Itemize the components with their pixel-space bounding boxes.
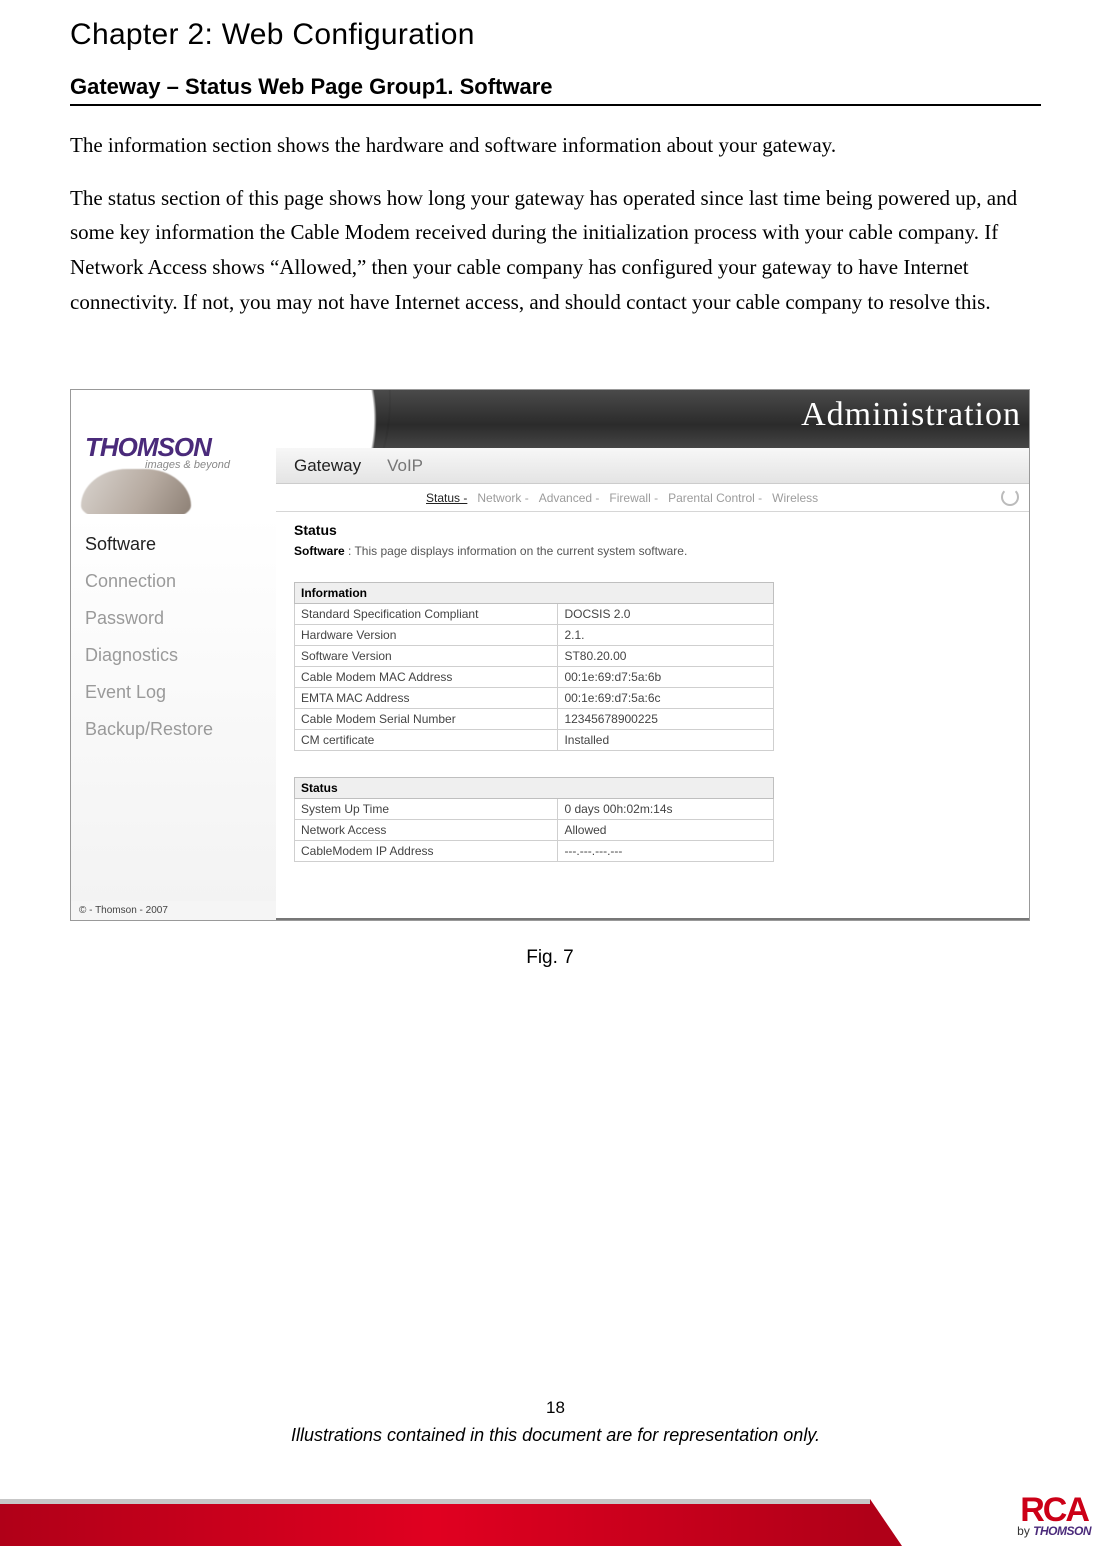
- sidenav-item-connection[interactable]: Connection: [85, 563, 276, 600]
- table-row: Cable Modem Serial Number12345678900225: [295, 709, 774, 730]
- disclaimer: Illustrations contained in this document…: [0, 1425, 1111, 1446]
- software-desc-text: : This page displays information on the …: [345, 544, 688, 558]
- subtab-network[interactable]: Network -: [477, 491, 528, 505]
- table-cell-key: Cable Modem Serial Number: [295, 709, 558, 730]
- table-cell-value: 2.1.: [558, 625, 774, 646]
- page-number: 18: [0, 1398, 1111, 1418]
- table-cell-key: Standard Specification Compliant: [295, 604, 558, 625]
- admin-panel-figure: Administration THOMSON images & beyond S…: [70, 389, 1030, 969]
- sidenav-item-event-log[interactable]: Event Log: [85, 674, 276, 711]
- subtab-wireless[interactable]: Wireless: [772, 491, 818, 505]
- sidenav-item-password[interactable]: Password: [85, 600, 276, 637]
- table-row: Network AccessAllowed: [295, 820, 774, 841]
- copyright: © - Thomson - 2007: [71, 901, 276, 920]
- thomson-word: THOMSON: [1033, 1524, 1091, 1538]
- rca-logo-text: RCA: [1017, 1497, 1091, 1524]
- table-row: Software VersionST80.20.00: [295, 646, 774, 667]
- table-cell-key: Hardware Version: [295, 625, 558, 646]
- table-cell-value: 0 days 00h:02m:14s: [558, 799, 774, 820]
- subtab-firewall[interactable]: Firewall -: [609, 491, 658, 505]
- table-cell-value: DOCSIS 2.0: [558, 604, 774, 625]
- figure-caption: Fig. 7: [70, 947, 1030, 969]
- table-cell-value: 12345678900225: [558, 709, 774, 730]
- side-nav: SoftwareConnectionPasswordDiagnosticsEve…: [71, 514, 276, 901]
- paragraph-1: The information section shows the hardwa…: [70, 128, 1041, 163]
- table-row: Standard Specification CompliantDOCSIS 2…: [295, 604, 774, 625]
- table-row: System Up Time0 days 00h:02m:14s: [295, 799, 774, 820]
- table-cell-value: 00:1e:69:d7:5a:6b: [558, 667, 774, 688]
- information-table: Information Standard Specification Compl…: [294, 582, 774, 751]
- sidenav-item-backup-restore[interactable]: Backup/Restore: [85, 711, 276, 748]
- reload-icon[interactable]: [1001, 488, 1019, 506]
- by-thomson: by THOMSON: [1017, 1524, 1091, 1538]
- subtab-row: Status - Network - Advanced - Firewall - Par…: [276, 484, 1029, 512]
- table-cell-key: Cable Modem MAC Address: [295, 667, 558, 688]
- table-row: CableModem IP Address---.---.---.---: [295, 841, 774, 862]
- table-cell-value: Installed: [558, 730, 774, 751]
- table-cell-key: EMTA MAC Address: [295, 688, 558, 709]
- brand-sub: images & beyond: [145, 459, 230, 471]
- tab-gateway[interactable]: Gateway: [294, 456, 361, 476]
- table-row: CM certificateInstalled: [295, 730, 774, 751]
- banner-title: Administration: [801, 396, 1021, 434]
- table-row: Cable Modem MAC Address00:1e:69:d7:5a:6b: [295, 667, 774, 688]
- table-cell-value: ST80.20.00: [558, 646, 774, 667]
- table-cell-value: ---.---.---.---: [558, 841, 774, 862]
- status-header: Status: [295, 778, 774, 799]
- software-desc: Software : This page displays informatio…: [294, 544, 1011, 558]
- subtab-advanced[interactable]: Advanced -: [539, 491, 600, 505]
- table-cell-key: Network Access: [295, 820, 558, 841]
- status-table: Status System Up Time0 days 00h:02m:14sN…: [294, 777, 774, 862]
- table-cell-value: 00:1e:69:d7:5a:6c: [558, 688, 774, 709]
- table-cell-key: System Up Time: [295, 799, 558, 820]
- software-desc-label: Software: [294, 544, 345, 558]
- tab-voip[interactable]: VoIP: [387, 456, 423, 476]
- table-cell-key: CM certificate: [295, 730, 558, 751]
- subtab-parental-control[interactable]: Parental Control -: [668, 491, 762, 505]
- sidenav-item-diagnostics[interactable]: Diagnostics: [85, 637, 276, 674]
- paragraph-2: The status section of this page shows ho…: [70, 181, 1041, 320]
- tab-row: Gateway VoIP: [276, 448, 1029, 484]
- subtab-status[interactable]: Status -: [426, 491, 467, 505]
- information-header: Information: [295, 583, 774, 604]
- section-title: Gateway – Status Web Page Group1. Softwa…: [70, 74, 1041, 106]
- status-heading: Status: [294, 522, 1011, 538]
- footer: RCA by THOMSON: [0, 1476, 1111, 1546]
- table-cell-value: Allowed: [558, 820, 774, 841]
- table-row: EMTA MAC Address00:1e:69:d7:5a:6c: [295, 688, 774, 709]
- table-cell-key: Software Version: [295, 646, 558, 667]
- sidenav-item-software[interactable]: Software: [85, 526, 276, 563]
- by-prefix: by: [1017, 1524, 1033, 1538]
- brand-photo-decor: [81, 469, 191, 514]
- footer-red-bar: [0, 1504, 870, 1546]
- chapter-title: Chapter 2: Web Configuration: [70, 18, 1041, 52]
- brand-box: THOMSON images & beyond: [71, 400, 276, 514]
- table-cell-key: CableModem IP Address: [295, 841, 558, 862]
- footer-logo: RCA by THOMSON: [1017, 1497, 1091, 1538]
- table-row: Hardware Version2.1.: [295, 625, 774, 646]
